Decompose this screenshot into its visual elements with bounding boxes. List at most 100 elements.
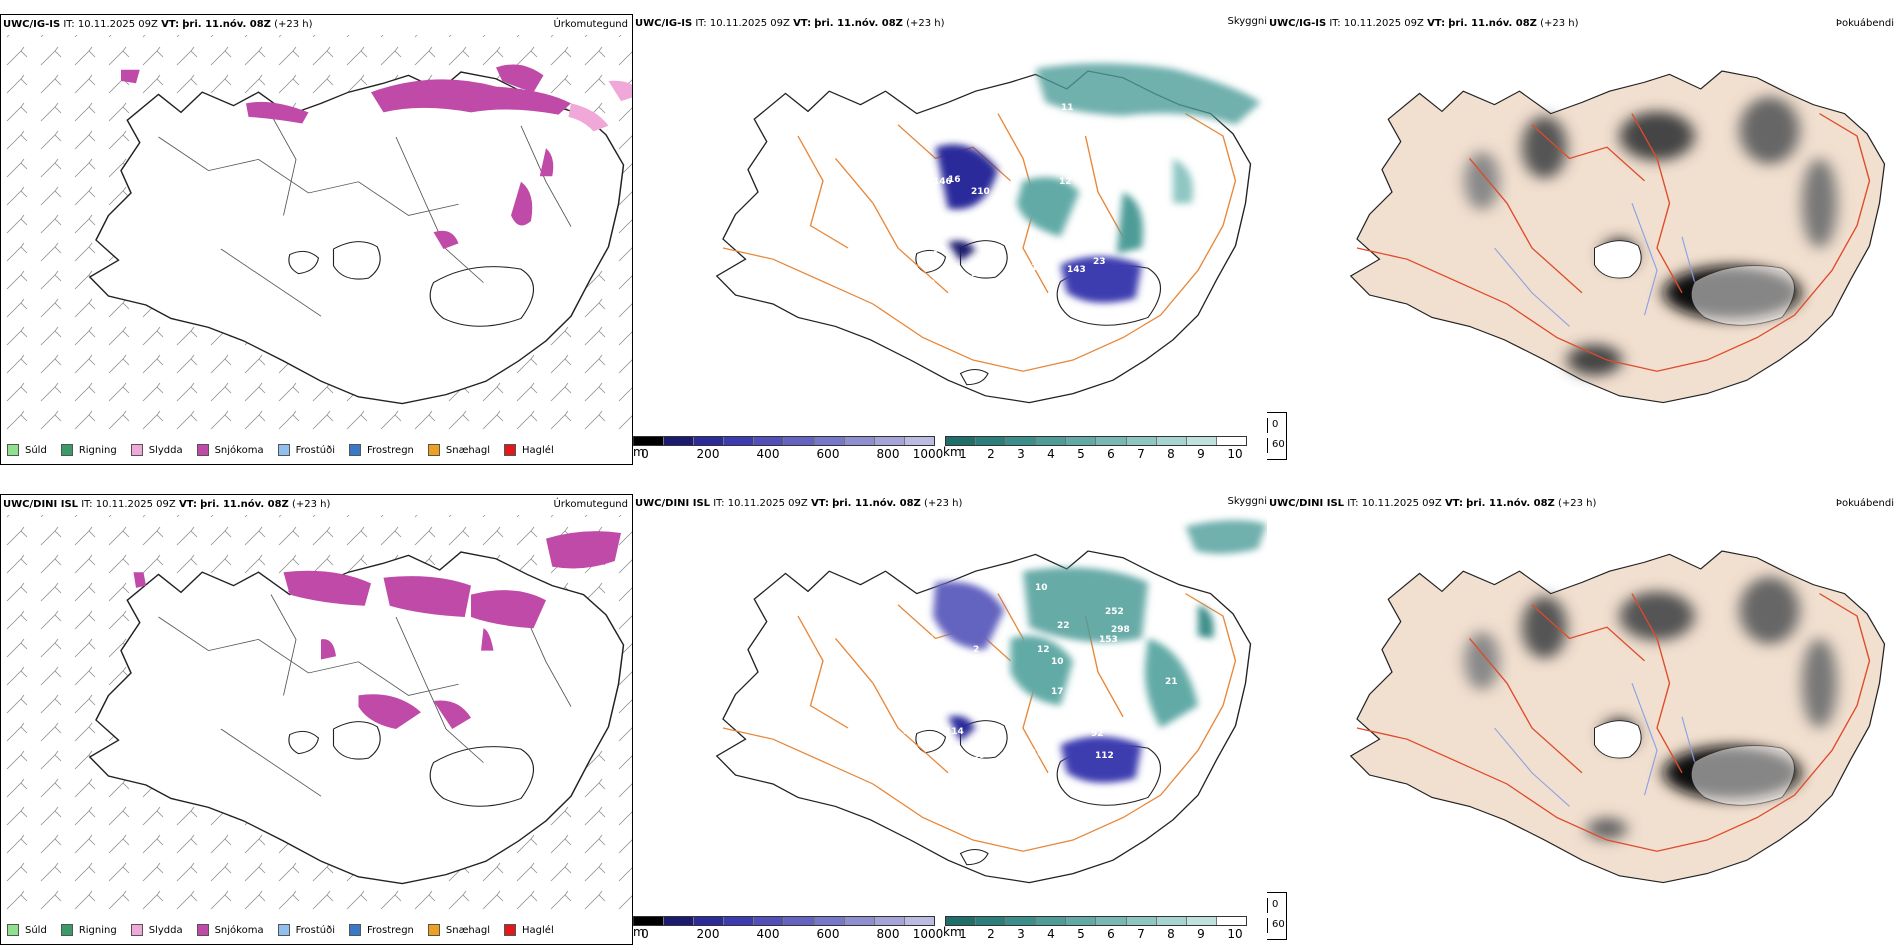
visibility-value: 13: [913, 382, 926, 392]
panel-header: UWC/IG-IS IT: 10.11.2025 09Z VT: þri. 11…: [635, 18, 945, 29]
cloud-base-colorbar: 0 200 400 600 800 1000 m: [633, 916, 943, 941]
visibility-value: 298: [1111, 625, 1130, 635]
legend-item: Rigning: [60, 444, 117, 456]
panel-title: Þokuábendi: [1835, 498, 1894, 509]
legend-swatch: [427, 924, 440, 936]
visibility-ticks: 1 2 3 4 5 6 7 8 9 10: [959, 927, 1243, 941]
visibility-value: 22: [883, 247, 896, 257]
visibility-value: 12: [1059, 177, 1072, 187]
legend-item: Súld: [7, 444, 47, 456]
legend-item: Frostregn: [349, 924, 414, 936]
cloud-base-ticks: 0 200 400 600 800 1000: [641, 447, 944, 461]
visibility-value: 2: [973, 645, 979, 655]
visibility-value-labels: 304 133 31 11 6 146 31 16 210 12 180 99 2 103 112 143 23…: [883, 103, 1138, 392]
precip-panel-row1: UWC/IG-IS IT: 10.11.2025 09Z VT: þri. 11…: [0, 14, 633, 465]
legend-item: Frostúði: [277, 924, 335, 936]
visibility-value: 31: [1031, 117, 1044, 127]
legend-swatch: [196, 924, 209, 936]
visibility-value: 114: [945, 727, 964, 737]
precip-legend: Súld Rigning Slydda Snjókoma Frostúði Fr…: [7, 924, 568, 936]
fog-panel-row2: UWC/DINI ISL IT: 10.11.2025 09Z VT: þri.…: [1267, 494, 1900, 945]
legend-item: Snæhagl: [427, 444, 490, 456]
legend-item: Snjókoma: [196, 924, 264, 936]
precip-map: [1, 515, 632, 915]
panel-header: UWC/IG-IS IT: 10.11.2025 09Z VT: þri. 11…: [1269, 18, 1579, 29]
visibility-value: 103: [971, 269, 990, 279]
legend-item: Snjókoma: [196, 444, 264, 456]
visibility-value: 10: [1051, 657, 1064, 667]
visibility-value: 16: [948, 175, 961, 185]
legend-swatch: [60, 924, 73, 936]
visibility-value: 6: [901, 157, 907, 167]
legend-swatch: [196, 444, 209, 456]
visibility-value: 115: [915, 635, 934, 645]
fog-legend: 0 60: [1267, 892, 1287, 940]
visibility-value: 37: [955, 653, 968, 663]
visibility-value: 2: [929, 279, 935, 289]
legend-item: Frostúði: [277, 444, 335, 456]
visibility-value: 197: [1165, 627, 1184, 637]
legend-swatch: [277, 444, 290, 456]
panel-header: UWC/DINI ISL IT: 10.11.2025 09Z VT: þri.…: [1269, 498, 1597, 509]
precip-map: [1, 35, 632, 435]
precip-legend: Súld Rigning Slydda Snjókoma Frostúði Fr…: [7, 444, 568, 456]
visibility-value: 112: [1031, 263, 1050, 273]
legend-item: Haglél: [504, 924, 554, 936]
visibility-colorbar: 1 2 3 4 5 6 7 8 9 10 km: [943, 436, 1247, 461]
legend-swatch: [130, 924, 143, 936]
legend-swatch: [7, 924, 19, 936]
panel-header: UWC/DINI ISL IT: 10.11.2025 09Z VT: þri.…: [3, 499, 331, 510]
panel-header: UWC/DINI ISL IT: 10.11.2025 09Z VT: þri.…: [635, 498, 963, 509]
panel-title: Þokuábendi: [1835, 18, 1894, 29]
visibility-value: 21: [1165, 677, 1178, 687]
sleet-areas: [568, 80, 632, 132]
panel-title: Skyggni: [1227, 496, 1267, 507]
visibility-panel-row2: UWC/DINI ISL IT: 10.11.2025 09Z VT: þri.…: [633, 494, 1267, 945]
visibility-map: 304 133 31 11 6 146 31 16 210 12 180 99 2 103 112 143 23…: [716, 63, 1261, 404]
precip-panel-row2: UWC/DINI ISL IT: 10.11.2025 09Z VT: þri.…: [0, 494, 633, 945]
fog-map: [1350, 550, 1886, 884]
visibility-value: 143: [1067, 265, 1086, 275]
visibility-value: 153: [1099, 635, 1118, 645]
snow-areas: [121, 64, 571, 249]
legend-swatch: [427, 444, 440, 456]
legend-swatch: [349, 444, 361, 456]
legend-swatch: [60, 444, 73, 456]
legend-item: Frostregn: [349, 444, 414, 456]
visibility-value: 107: [1031, 749, 1050, 759]
legend-item: Slydda: [130, 444, 183, 456]
visibility-value: 252: [1105, 607, 1124, 617]
visibility-value: 22: [975, 669, 988, 679]
fog-panel-row1: UWC/IG-IS IT: 10.11.2025 09Z VT: þri. 11…: [1267, 14, 1900, 465]
panel-title: Skyggni: [1227, 16, 1267, 27]
visibility-value: 17: [1051, 687, 1064, 697]
visibility-value: 23: [1093, 257, 1106, 267]
legend-swatch: [504, 924, 517, 936]
legend-swatch: [277, 924, 290, 936]
visibility-value: 22: [1057, 621, 1070, 631]
panel-header: UWC/IG-IS IT: 10.11.2025 09Z VT: þri. 11…: [3, 19, 313, 30]
low-visibility-areas: [935, 63, 1261, 303]
legend-item: Haglél: [504, 444, 554, 456]
legend-item: Súld: [7, 924, 47, 936]
visibility-value: 12: [1037, 645, 1050, 655]
visibility-value: 210: [971, 187, 990, 197]
visibility-value: 31: [915, 189, 928, 199]
legend-swatch: [504, 444, 517, 456]
visibility-panel-row1: UWC/IG-IS IT: 10.11.2025 09Z VT: þri. 11…: [633, 14, 1267, 465]
visibility-value: 99: [933, 245, 946, 255]
panel-title: Úrkomutegund: [553, 19, 628, 30]
visibility-value: 180: [1119, 167, 1138, 177]
legend-swatch: [7, 444, 19, 456]
legend-swatch: [130, 444, 143, 456]
legend-item: Rigning: [60, 924, 117, 936]
visibility-ticks: 1 2 3 4 5 6 7 8 9 10: [959, 447, 1243, 461]
fog-legend: 0 60: [1267, 412, 1287, 460]
visibility-colorbar: 1 2 3 4 5 6 7 8 9 10 km: [943, 916, 1247, 941]
legend-item: Slydda: [130, 924, 183, 936]
cloud-base-colorbar: 0 200 400 600 800 1000 m: [633, 436, 944, 461]
visibility-value: 146: [933, 177, 952, 187]
visibility-value: 11: [1061, 103, 1074, 113]
legend-swatch: [349, 924, 361, 936]
